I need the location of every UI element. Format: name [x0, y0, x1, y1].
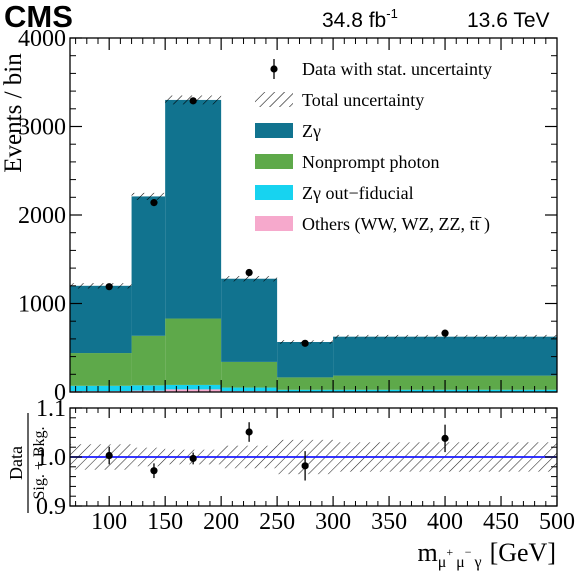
legend-entry-nonprompt: Nonprompt photon: [255, 152, 440, 172]
data-point: [245, 268, 253, 277]
y-axis-label: Events / bin: [0, 53, 27, 173]
legend-swatch-hatch: [255, 92, 293, 107]
legend-label: Zγ out−fiducial: [302, 183, 414, 203]
legend-label: Data with stat. uncertainty: [302, 59, 492, 79]
ratio-point: [301, 462, 309, 470]
bar-nonprompt: [221, 361, 278, 388]
ratio-y-tick-label: 1.1: [36, 396, 66, 422]
legend-swatch-nonprompt: [255, 154, 293, 169]
bar-others: [165, 389, 222, 392]
ratio-label-denominator: Sig. + Bkg.: [31, 426, 48, 499]
legend-label: Total uncertainty: [302, 90, 424, 110]
legend-swatch-outfid: [255, 185, 293, 200]
data-point: [105, 283, 113, 291]
bar-outfid: [131, 385, 166, 391]
experiment-label: CMS: [4, 0, 73, 34]
bar-outfid: [165, 384, 222, 390]
ratio-axes: 0.9 1.0 1.1 100 150 200 250 300 350 400 450 500: [36, 396, 575, 535]
x-tick-label: 450: [483, 509, 519, 535]
uncertainty-band: [221, 276, 278, 282]
data-points: [105, 97, 449, 347]
bar-outfid: [221, 387, 278, 392]
legend-label: Nonprompt photon: [302, 152, 440, 172]
legend-data-marker: [270, 65, 278, 73]
main-axes: 0 1000 2000 3000 4000: [18, 26, 558, 406]
x-tick-label: 200: [203, 509, 239, 535]
bar-nonprompt: [165, 318, 222, 385]
ratio-point: [441, 434, 449, 442]
bar-zgamma: [131, 196, 166, 336]
uncertainty-band: [131, 192, 166, 200]
x-tick-label: 100: [91, 509, 127, 535]
legend-entry-data: Data with stat. uncertainty: [270, 59, 492, 79]
x-tick-label: 300: [315, 509, 351, 535]
legend-label: Others (WW, WZ, ZZ, tt̅ ): [302, 214, 490, 235]
bar-zgamma: [70, 285, 132, 354]
bar-others: [131, 390, 166, 392]
ratio-y-tick-label: 1.0: [36, 445, 66, 471]
bar-zgamma: [333, 336, 557, 376]
ratio-label-numerator: Data: [6, 446, 26, 480]
bar-nonprompt: [277, 377, 334, 390]
ratio-y-axis-label: Data Sig. + Bkg.: [6, 413, 48, 513]
lumi-label: 34.8 fb-1: [322, 6, 398, 32]
legend-entry-uncertainty: Total uncertainty: [255, 90, 424, 110]
legend-label: Zγ: [302, 121, 321, 141]
y-tick-label: 0: [54, 380, 66, 406]
y-tick-label: 3000: [18, 115, 66, 141]
legend-entry-outfid: Zγ out−fiducial: [255, 183, 414, 203]
legend-swatch-others: [255, 216, 293, 231]
x-tick-label: 400: [427, 509, 463, 535]
ratio-point: [245, 428, 253, 436]
x-axis-label: mμ+μ−γ [GeV]: [418, 538, 556, 571]
bar-zgamma: [221, 278, 278, 362]
ratio-y-tick-label: 0.9: [36, 494, 66, 520]
legend-entry-others: Others (WW, WZ, ZZ, tt̅ ): [255, 214, 490, 235]
energy-label: 13.6 TeV: [467, 9, 550, 32]
legend-swatch-zgamma: [255, 123, 293, 138]
ratio-point: [150, 467, 158, 475]
bar-outfid: [70, 385, 132, 392]
bar-nonprompt: [131, 335, 166, 386]
bar-zgamma: [165, 99, 222, 319]
data-point: [150, 199, 158, 207]
x-tick-label: 500: [539, 509, 575, 535]
x-tick-label: 150: [147, 509, 183, 535]
x-tick-label: 350: [371, 509, 407, 535]
y-tick-label: 2000: [18, 203, 66, 229]
stacked-histogram: [70, 99, 557, 392]
bar-outfid: [277, 389, 334, 392]
legend: Data with stat. uncertainty Total uncerta…: [255, 59, 492, 235]
bar-zgamma: [277, 341, 334, 378]
ratio-point: [189, 454, 197, 463]
y-tick-label: 4000: [18, 26, 66, 52]
y-tick-label: 1000: [18, 292, 66, 318]
data-point: [189, 97, 197, 105]
ratio-point: [105, 451, 113, 460]
data-point: [441, 329, 449, 337]
bar-nonprompt: [70, 353, 132, 386]
data-point: [301, 339, 309, 347]
uncertainty-band: [70, 283, 132, 289]
legend-entry-zgamma: Zγ: [255, 121, 321, 141]
x-tick-label: 250: [259, 509, 295, 535]
ratio-points: [105, 422, 449, 481]
